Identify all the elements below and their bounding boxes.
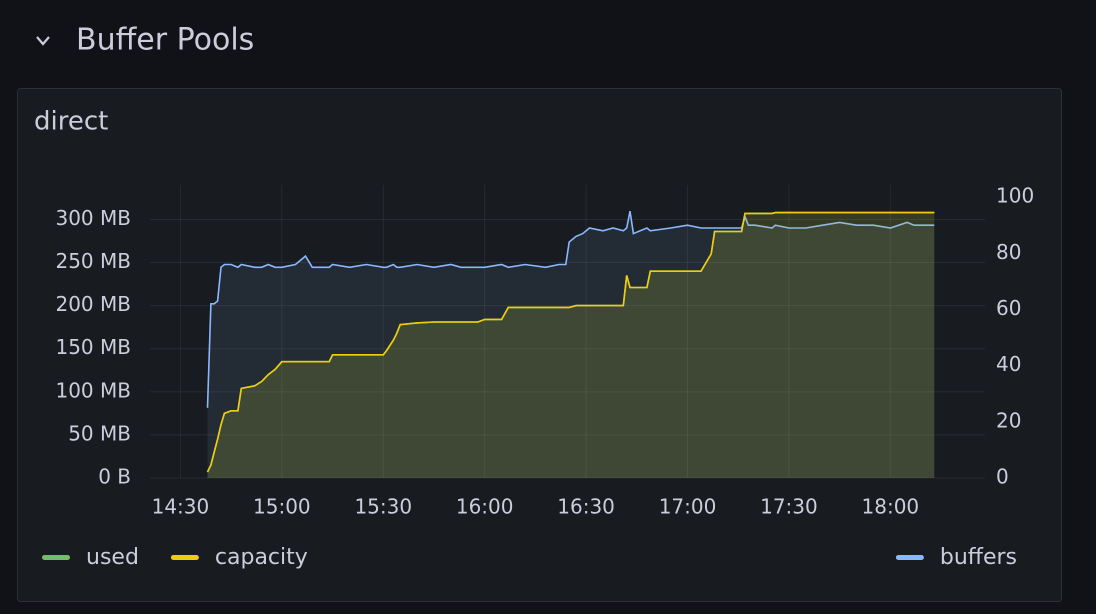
x-tick-label: 14:30 (152, 495, 210, 519)
y-tick-label: 0 B (98, 465, 131, 489)
series-line (206, 211, 935, 473)
legend-label[interactable]: buffers (940, 545, 1017, 570)
y-tick-label: 150 MB (55, 335, 131, 359)
y-tick-label: 300 MB (55, 206, 131, 230)
row-title[interactable]: Buffer Pools (76, 23, 254, 58)
y-tick-label: 100 MB (55, 378, 131, 402)
series-area (207, 211, 935, 478)
y2-tick-label: 80 (996, 240, 1021, 264)
legend-swatch[interactable] (170, 555, 199, 560)
y2-tick-label: 60 (996, 296, 1021, 320)
x-tick-label: 15:00 (253, 495, 311, 519)
collapse-chevron[interactable] (36, 36, 50, 46)
x-tick-label: 16:00 (456, 495, 514, 519)
panel (17, 88, 1062, 602)
series-line (206, 210, 935, 408)
panel-title[interactable]: direct (34, 107, 108, 137)
x-tick-label: 15:30 (354, 495, 412, 519)
y2-tick-label: 40 (996, 352, 1021, 376)
legend-swatch[interactable] (42, 555, 70, 560)
y-tick-label: 250 MB (55, 249, 131, 273)
y-tick-label: 200 MB (55, 292, 131, 316)
legend-swatch[interactable] (895, 555, 924, 560)
legend-label[interactable]: used (86, 545, 139, 570)
x-tick-label: 16:30 (557, 495, 615, 519)
x-tick-label: 18:00 (862, 495, 920, 519)
y-tick-label: 50 MB (68, 421, 131, 445)
x-tick-label: 17:30 (760, 495, 818, 519)
series-area (207, 212, 935, 478)
x-tick-label: 17:00 (659, 495, 717, 519)
y2-tick-label: 100 (996, 184, 1034, 208)
y2-tick-label: 20 (996, 408, 1021, 432)
y2-tick-label: 0 (996, 465, 1009, 489)
series-area (207, 212, 935, 478)
legend-label[interactable]: capacity (215, 545, 308, 570)
